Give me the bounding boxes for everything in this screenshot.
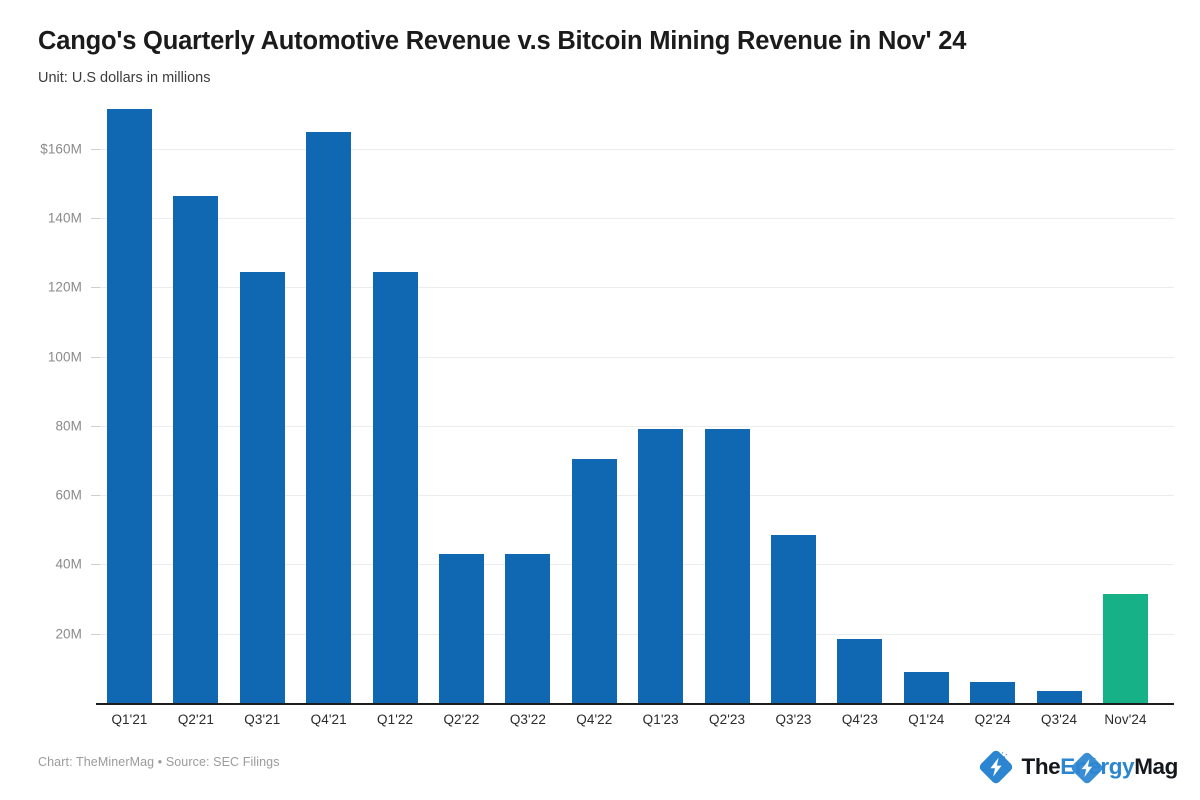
bar-q323[interactable]	[771, 535, 816, 703]
bar-q123[interactable]	[638, 429, 684, 703]
bar-q422[interactable]	[571, 458, 617, 703]
x-axis-tick-label: Q2'21	[177, 712, 214, 727]
brand-mag: Mag	[1134, 753, 1178, 779]
bar-nov24[interactable]	[1103, 593, 1148, 703]
chart-header: Cango's Quarterly Automotive Revenue v.s…	[38, 26, 1158, 87]
bar-q121[interactable]	[107, 109, 152, 703]
x-axis-tick-label: Q1'23	[642, 712, 679, 727]
x-axis-tick-label: Q1'22	[377, 712, 414, 727]
brand-the: The	[1021, 753, 1061, 779]
bar-q221[interactable]	[173, 195, 219, 703]
bar-q322[interactable]	[505, 554, 551, 703]
lightning-bolt-diamond-icon-overlay	[1070, 751, 1104, 785]
x-axis-tick-label: Q3'23	[775, 712, 812, 727]
x-axis-tick-label: Q4'21	[310, 712, 347, 727]
chart-subtitle: Unit: U.S dollars in millions	[38, 69, 211, 86]
x-axis-tick-label: Q4'23	[841, 712, 878, 727]
bar-q223[interactable]	[704, 429, 750, 703]
x-axis-tick-label: Nov'24	[1104, 712, 1147, 727]
bar-q222[interactable]	[439, 554, 484, 703]
x-axis-tick-label: Q2'22	[443, 712, 480, 727]
x-axis-tick-label: Q3'24	[1041, 712, 1078, 727]
x-axis-tick-label: Q2'23	[709, 712, 746, 727]
x-axis-tick-label: Q3'21	[244, 712, 281, 727]
x-axis-tick-label: Q1'21	[111, 712, 148, 727]
page-title: Cango's Quarterly Automotive Revenue v.s…	[38, 27, 967, 55]
bar-q423[interactable]	[837, 638, 883, 703]
bar-q324[interactable]	[1036, 690, 1082, 703]
x-axis-tick-label: Q1'24	[908, 712, 945, 727]
x-axis-tick-label: Q2'24	[974, 712, 1011, 727]
x-axis-tick-label: Q4'22	[576, 712, 613, 727]
x-axis-tick-label: Q3'22	[509, 712, 546, 727]
bar-q224[interactable]	[970, 682, 1016, 703]
bar-q421[interactable]	[306, 131, 352, 703]
lightning-bolt-diamond-icon	[978, 749, 1014, 785]
chart-credit: Chart: TheMinerMag • Source: SEC Filings	[38, 755, 280, 769]
x-axis-line	[96, 703, 1174, 706]
brand-logo: TheEnergyMag	[978, 747, 1178, 787]
bar-q122[interactable]	[372, 271, 418, 703]
bar-q124[interactable]	[903, 671, 949, 703]
bar-q321[interactable]	[239, 271, 285, 703]
